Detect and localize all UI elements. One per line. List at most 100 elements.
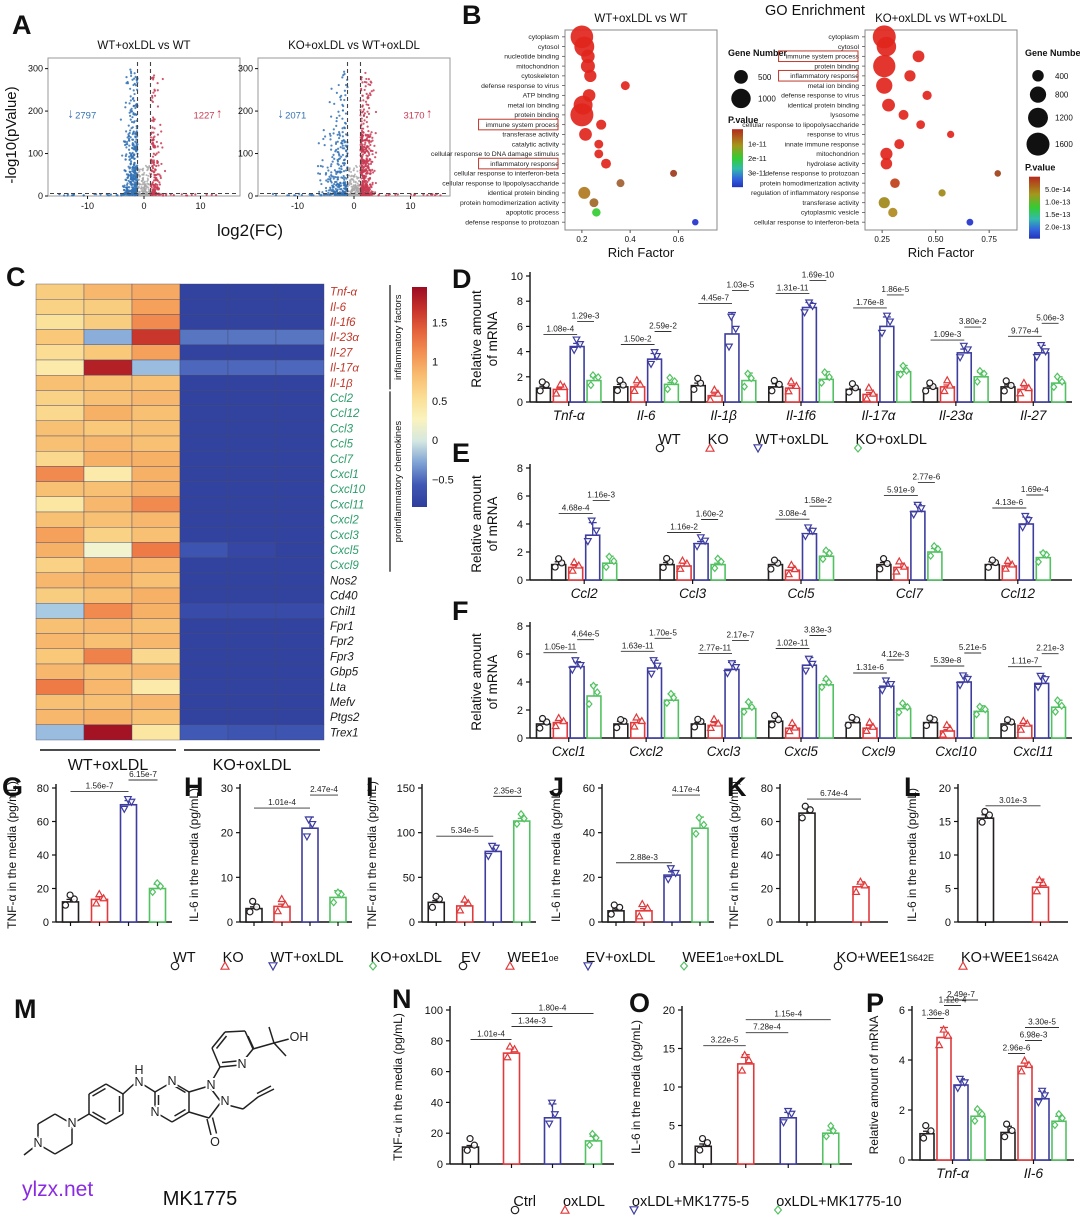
svg-text:10: 10 (221, 872, 233, 884)
svg-text:1.31e-11: 1.31e-11 (777, 283, 809, 292)
svg-text:Ccl3: Ccl3 (330, 423, 354, 435)
svg-text:Relative amount of mRNA: Relative amount of mRNA (867, 1016, 881, 1155)
svg-text:Il-27: Il-27 (330, 347, 353, 359)
legend-wt-ko-groups: WT KO WT+oxLDL KO+oxLDL (500, 432, 1080, 454)
svg-text:lysosome: lysosome (830, 112, 859, 119)
svg-text:4.64e-5: 4.64e-5 (572, 630, 600, 639)
legend-item: oxLDL+MK1775-10 (771, 1194, 902, 1215)
svg-text:ATP binding: ATP binding (523, 93, 560, 100)
legend-item: KO+oxLDL (851, 432, 927, 453)
svg-text:-log10(pValue): -log10(pValue) (3, 86, 20, 183)
svg-text:800: 800 (1055, 91, 1069, 100)
svg-text:Cxcl10: Cxcl10 (330, 484, 366, 496)
legend-item: EV (456, 950, 481, 971)
legend-ij-groups: EV WEE1 oe EV+oxLDL WEE1 oe +oxLDL (435, 950, 805, 972)
svg-text:Nos2: Nos2 (330, 575, 357, 587)
panel-label-p: P (866, 988, 885, 1018)
svg-text:100: 100 (238, 149, 253, 159)
svg-text:cytosol: cytosol (838, 44, 860, 51)
svg-text:Cxcl2: Cxcl2 (629, 744, 663, 759)
svg-text:1000: 1000 (758, 94, 776, 103)
svg-text:5: 5 (945, 884, 951, 896)
svg-text:↓: ↓ (277, 105, 284, 120)
svg-text:0: 0 (141, 201, 146, 211)
svg-text:Cxcl9: Cxcl9 (862, 744, 896, 759)
legend-item: KO (218, 950, 244, 970)
svg-text:20: 20 (761, 884, 773, 896)
svg-text:6: 6 (899, 1005, 905, 1017)
svg-text:100: 100 (425, 1005, 443, 1017)
svg-text:H: H (134, 1063, 143, 1077)
svg-text:20: 20 (583, 872, 595, 884)
svg-text:20: 20 (939, 783, 951, 795)
svg-text:2.96e-6: 2.96e-6 (1003, 1044, 1031, 1053)
svg-text:Gbp5: Gbp5 (330, 667, 359, 679)
panel-e-bar-chart: 0 2 4 6 8 Relative amount of mRNA Ccl2 4.68e-4 1.… (469, 463, 1072, 601)
svg-text:400: 400 (1055, 72, 1069, 81)
svg-text:100: 100 (28, 149, 43, 159)
svg-text:4: 4 (899, 1055, 905, 1067)
svg-text:200: 200 (238, 106, 253, 116)
svg-text:WT+oxLDL vs WT: WT+oxLDL vs WT (594, 13, 687, 25)
svg-text:1.50e-2: 1.50e-2 (624, 334, 652, 343)
svg-text:mitochondrion: mitochondrion (516, 63, 559, 70)
svg-text:5.91e-9: 5.91e-9 (887, 485, 915, 494)
svg-text:Cxcl3: Cxcl3 (330, 530, 359, 542)
legend-item: WT (168, 950, 196, 971)
svg-text:Ccl7: Ccl7 (896, 586, 923, 601)
svg-text:2797: 2797 (75, 110, 96, 121)
svg-text:Cxcl9: Cxcl9 (330, 560, 359, 572)
svg-text:IL-6 in the media (pg/mL): IL-6 in the media (pg/mL) (629, 1020, 643, 1154)
legend-nop-groups: Ctrl oxLDL oxLDL+MK1775-5 oxLDL+MK1775-10 (350, 1194, 1060, 1216)
svg-text:Il-17α: Il-17α (861, 408, 896, 423)
svg-text:N: N (206, 1078, 215, 1092)
svg-text:Cxcl2: Cxcl2 (330, 515, 359, 527)
panel-label-g: G (2, 772, 24, 802)
svg-text:Ccl2: Ccl2 (330, 393, 354, 405)
svg-text:Fpr3: Fpr3 (330, 651, 354, 663)
panel-n-bar-chart: 0 20 40 60 80 100 TNF-α in the media (pg/mL) 1.… (391, 1004, 614, 1171)
svg-text:50: 50 (403, 872, 415, 884)
svg-text:0: 0 (43, 917, 49, 929)
svg-text:Il-23α: Il-23α (939, 408, 974, 423)
svg-text:3.30e-5: 3.30e-5 (1028, 1018, 1056, 1027)
svg-text:Rich Factor: Rich Factor (908, 245, 975, 260)
svg-text:2071: 2071 (285, 110, 306, 121)
svg-text:9.77e-4: 9.77e-4 (1011, 326, 1039, 335)
svg-text:4: 4 (517, 519, 523, 531)
svg-text:TNF-α in the media (pg/mL): TNF-α in the media (pg/mL) (391, 1013, 405, 1161)
svg-text:↓: ↓ (67, 105, 74, 120)
panel-label-e: E (452, 438, 471, 468)
svg-text:1600: 1600 (1055, 140, 1073, 149)
svg-text:1.08e-4: 1.08e-4 (546, 324, 574, 333)
molecule-caption: MK1775 (162, 1188, 238, 1210)
svg-text:60: 60 (761, 817, 773, 829)
svg-text:Il-1β: Il-1β (330, 378, 353, 390)
svg-text:WT+oxLDL vs WT: WT+oxLDL vs WT (97, 40, 190, 52)
svg-text:5.21e-5: 5.21e-5 (959, 643, 987, 652)
legend-item: KO (703, 432, 729, 452)
svg-text:5.06e-3: 5.06e-3 (1036, 313, 1064, 322)
legend-item: Ctrl (508, 1194, 536, 1215)
panel-c-heatmap: Tnf-α Il-6 Il-1f6 Il-23α Il-27 Il-17α Il-1β Ccl… (35, 283, 454, 774)
svg-text:5.39e-8: 5.39e-8 (934, 656, 962, 665)
svg-text:Relative amount: Relative amount (469, 290, 484, 388)
svg-text:5: 5 (669, 1121, 675, 1133)
svg-text:Il-17α: Il-17α (330, 363, 359, 375)
svg-text:0: 0 (517, 575, 523, 587)
svg-text:cellular response to DNA damag: cellular response to DNA damage stimulus (431, 151, 560, 158)
svg-text:5.34e-5: 5.34e-5 (451, 826, 479, 835)
svg-text:1.34e-3: 1.34e-3 (518, 1017, 546, 1026)
svg-text:cellular response to interfero: cellular response to interferon-beta (754, 219, 859, 226)
svg-text:3.01e-3: 3.01e-3 (999, 796, 1027, 805)
svg-text:Il-6: Il-6 (330, 302, 347, 314)
legend-item: WT+oxLDL (751, 432, 829, 454)
svg-text:P.value: P.value (1025, 163, 1055, 173)
svg-text:10: 10 (511, 271, 523, 283)
svg-text:1: 1 (432, 357, 438, 369)
svg-text:Ccl5: Ccl5 (787, 586, 814, 601)
svg-text:200: 200 (28, 106, 43, 116)
svg-text:80: 80 (431, 1036, 443, 1048)
